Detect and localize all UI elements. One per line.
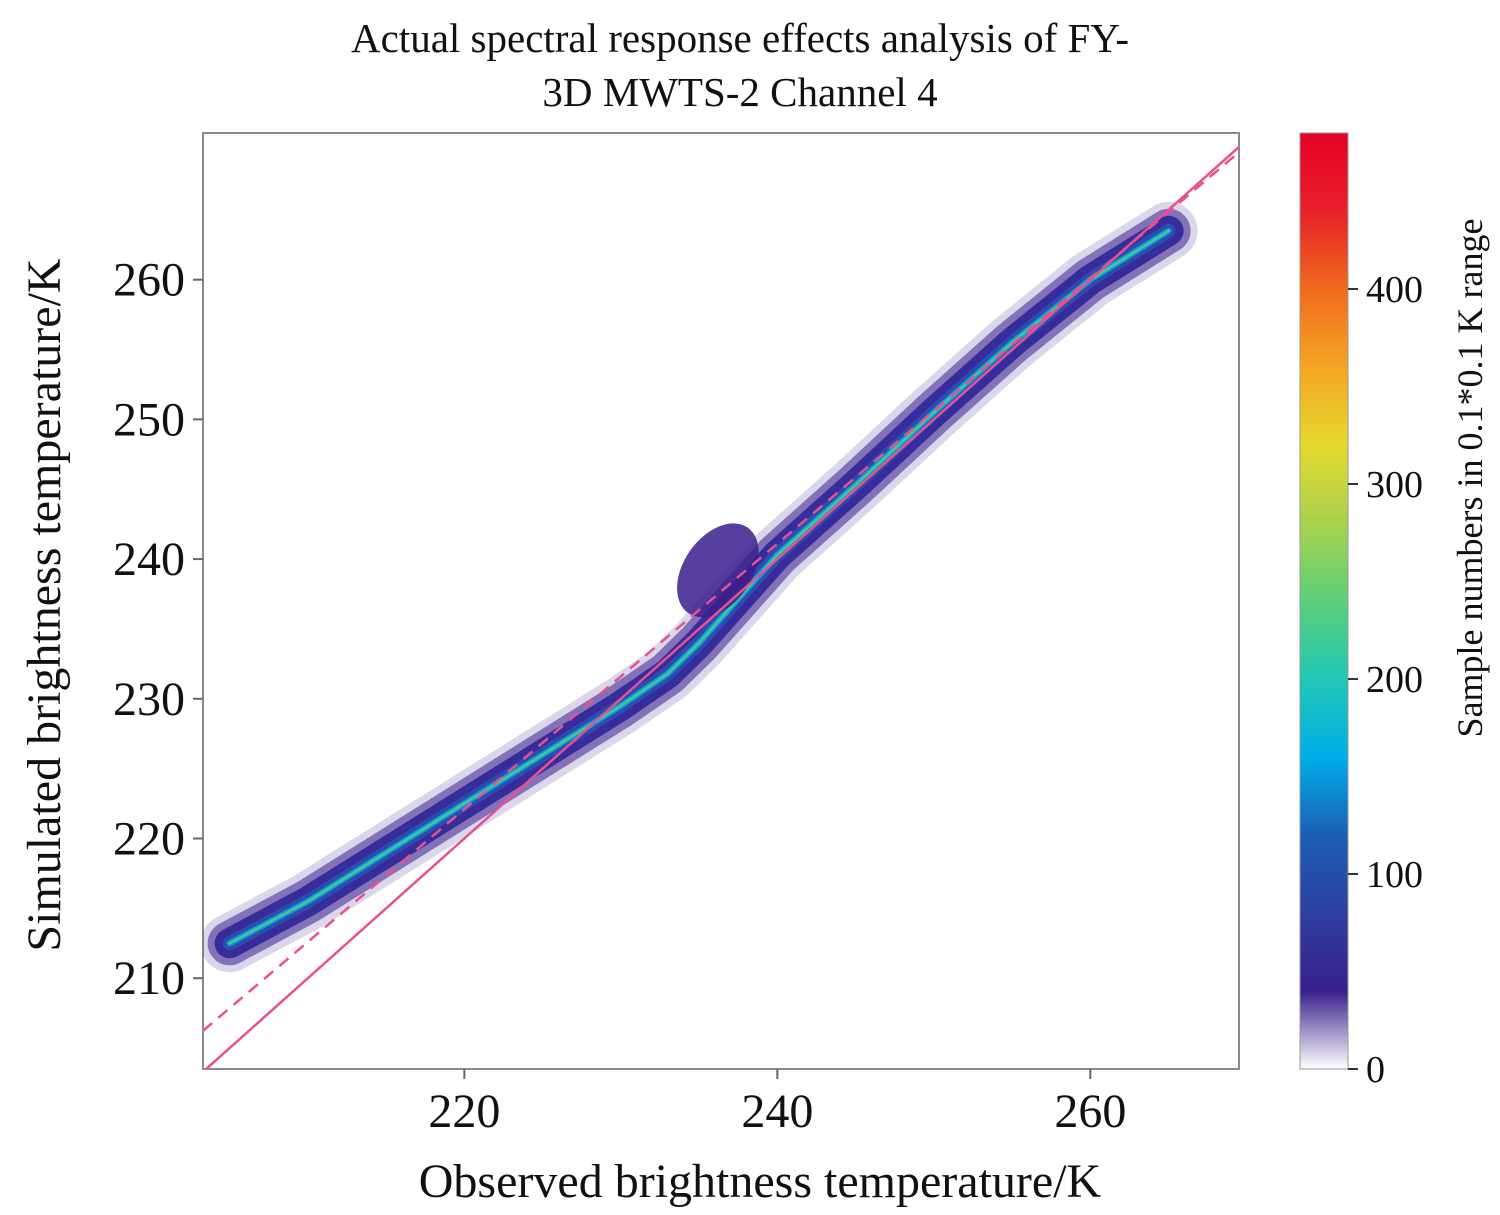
- chart-title-line-1: Actual spectral response effects analysi…: [351, 15, 1129, 61]
- colorbar-tick-label: 100: [1366, 854, 1423, 896]
- x-tick-label: 240: [741, 1085, 813, 1138]
- y-tick-label: 210: [113, 952, 185, 1005]
- y-tick-label: 260: [113, 254, 185, 307]
- fit-line: [203, 151, 1239, 1032]
- y-axis-label: Simulated brightness temperature/K: [18, 258, 71, 952]
- colorbar-gradient: [1299, 132, 1349, 1070]
- colorbar-tick-label: 400: [1366, 269, 1423, 311]
- colorbar-tick-label: 300: [1366, 464, 1423, 506]
- x-tick-label: 220: [428, 1085, 500, 1138]
- colorbar-tick-label: 0: [1366, 1049, 1385, 1091]
- reference-lines: [203, 146, 1239, 1069]
- y-tick-label: 230: [113, 673, 185, 726]
- chart-title-line-2: 3D MWTS-2 Channel 4: [542, 69, 938, 115]
- identity-line: [204, 146, 1239, 1069]
- y-tick-label: 240: [113, 533, 185, 586]
- colorbar-label: Sample numbers in 0.1*0.1 K range: [1450, 219, 1490, 738]
- x-axis-label: Observed brightness temperature/K: [419, 1155, 1102, 1208]
- y-axis: 210 220 230 240 250 260: [113, 254, 203, 1005]
- x-tick-label: 260: [1054, 1085, 1126, 1138]
- colorbar-tick-label: 200: [1366, 659, 1423, 701]
- colorbar: 0 100 200 300 400 Sample numbers in 0.1*0.1 …: [1299, 132, 1490, 1091]
- y-tick-label: 250: [113, 393, 185, 446]
- y-tick-label: 220: [113, 812, 185, 865]
- x-axis: 220 240 260: [428, 1069, 1126, 1138]
- colorbar-ticks: 0 100 200 300 400: [1348, 269, 1423, 1091]
